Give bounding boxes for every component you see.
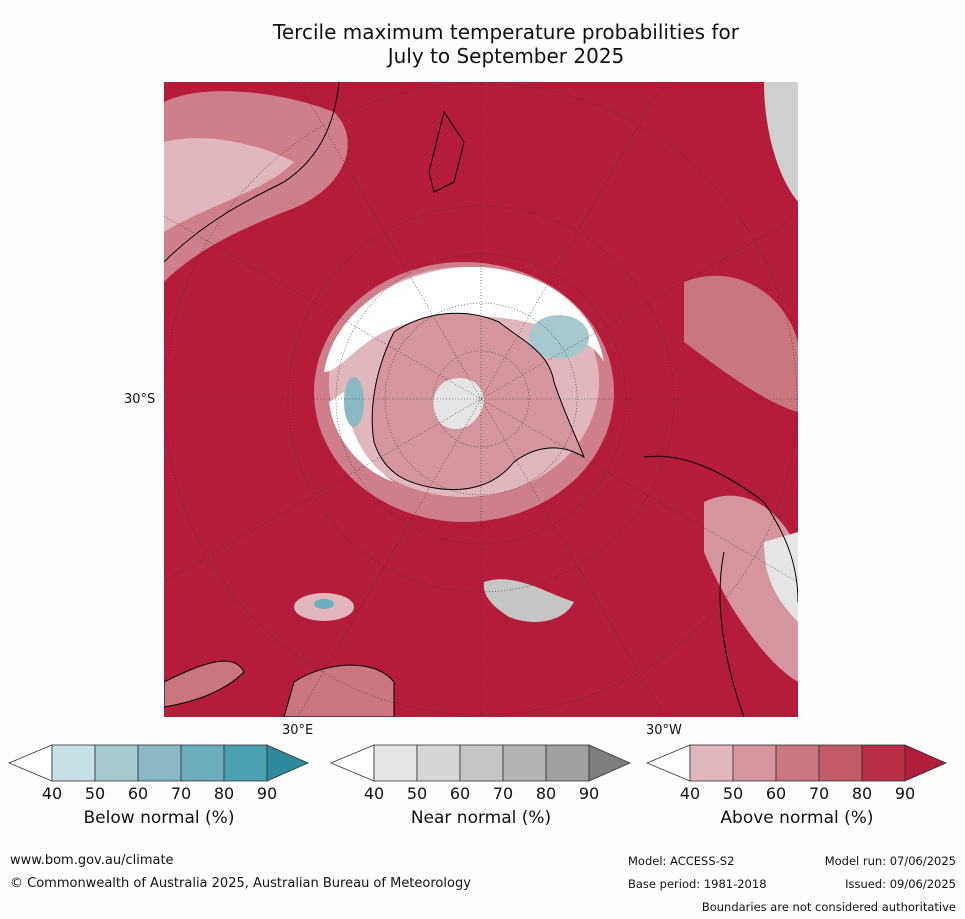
colorbar-near-swatch-0 [329,744,375,782]
model-name: Model: ACCESS-S2 [628,854,735,868]
colorbar-near-swatch-1 [373,744,418,782]
colorbar-near-normal-swatches [329,744,631,782]
colorbar-near-tick: 60 [449,784,471,803]
colorbar-below-tick: 90 [256,784,278,803]
colorbar-above-tick: 40 [679,784,701,803]
madagascar-coast [283,664,395,717]
colorbar-near-ticks: 40 50 60 70 80 90 [330,784,632,804]
colorbar-above-tick: 70 [808,784,830,803]
colorbar-below-swatch-3 [137,744,182,782]
colorbar-above-swatch-1 [689,744,734,782]
ring-white-west [329,392,394,482]
probability-map [164,82,798,717]
colorbar-near-swatch-4 [502,744,547,782]
colorbar-above-swatch-0 [645,744,691,782]
colorbar-near-normal: 40 50 60 70 80 90 Near normal (%) [329,744,632,834]
africa-coast [164,660,245,708]
new-zealand-coast [428,110,465,193]
map-graphic [164,82,798,717]
colorbar-near-tick: 40 [363,784,385,803]
colorbar-near-swatch-2 [416,744,461,782]
title-line-1: Tercile maximum temperature probabilitie… [273,20,739,44]
colorbar-below-ticks: 40 50 60 70 80 90 [8,784,310,804]
colorbar-below-swatch-0 [7,744,53,782]
south-america-coast-1 [643,455,798,603]
patch-sa-grey [764,532,798,622]
base-period: Base period: 1981-2018 [628,877,767,891]
colorbar-above-normal-swatches [645,744,947,782]
australia-coast [164,82,340,263]
longitude-label-east: 30°E [282,723,314,738]
website-link[interactable]: www.bom.gov.au/climate [10,853,174,868]
colorbar-near-swatch-5 [545,744,590,782]
boundaries-disclaimer: Boundaries are not considered authoritat… [701,900,956,914]
model-run-date: Model run: 07/06/2025 [824,854,956,868]
below-normal-patch-2 [344,377,364,427]
graticule-circle-1 [432,350,530,448]
graticule [164,82,798,717]
colorbar-above-label: Above normal (%) [720,808,874,828]
patch-northeast [764,82,798,202]
title-line-2: July to September 2025 [387,44,625,68]
colorbar-above-swatch-3 [775,744,820,782]
colorbar-above-tick: 90 [894,784,916,803]
graticule-circle-2 [384,302,578,496]
colorbar-near-tick: 90 [578,784,600,803]
colorbar-near-tick: 80 [535,784,557,803]
colorbar-below-normal-swatches [7,744,309,782]
below-normal-patch-3 [314,599,334,609]
colorbar-above-ticks: 40 50 60 70 80 90 [646,784,948,804]
colorbar-below-swatch-6 [266,744,309,782]
south-america-coast-2 [719,551,745,717]
colorbar-above-tick: 50 [722,784,744,803]
colorbar-below-tick: 50 [84,784,106,803]
colorbar-below-normal: 40 50 60 70 80 90 Below normal (%) [7,744,310,834]
patch-east [684,275,798,412]
patch-australia-light [164,138,294,232]
antarctica-grey [432,378,484,430]
colorbar-above-swatch-4 [818,744,863,782]
colorbar-near-swatch-6 [588,744,631,782]
colorbar-near-swatch-3 [459,744,504,782]
colorbar-below-tick: 80 [213,784,235,803]
colorbar-below-swatch-5 [223,744,268,782]
near-normal-patch [483,579,574,622]
colorbar-below-tick: 60 [127,784,149,803]
colorbar-below-swatch-2 [94,744,139,782]
colorbar-above-swatch-2 [732,744,777,782]
colorbar-above-swatch-6 [904,744,947,782]
ring-white-north [324,266,604,372]
graticule-line-d4 [164,215,798,583]
colorbar-above-tick: 60 [765,784,787,803]
colorbar-above-tick: 80 [851,784,873,803]
colorbar-near-label: Near normal (%) [410,808,552,828]
colorbar-near-tick: 50 [406,784,428,803]
map-title: Tercile maximum temperature probabilitie… [164,20,848,68]
colorbar-below-tick: 70 [170,784,192,803]
issued-date: Issued: 09/06/2025 [845,877,956,891]
colorbar-below-tick: 40 [41,784,63,803]
colorbar-below-swatch-4 [180,744,225,782]
below-normal-patch-1 [529,315,589,359]
copyright-text: © Commonwealth of Australia 2025, Austra… [10,876,471,891]
colorbar-above-swatch-5 [861,744,906,782]
longitude-label-west: 30°W [646,723,682,738]
colorbar-near-tick: 70 [492,784,514,803]
colorbar-above-normal: 40 50 60 70 80 90 Above normal (%) [645,744,948,834]
colorbar-below-swatch-1 [51,744,96,782]
colorbar-below-label: Below normal (%) [83,808,235,828]
latitude-label: 30°S [124,392,156,407]
